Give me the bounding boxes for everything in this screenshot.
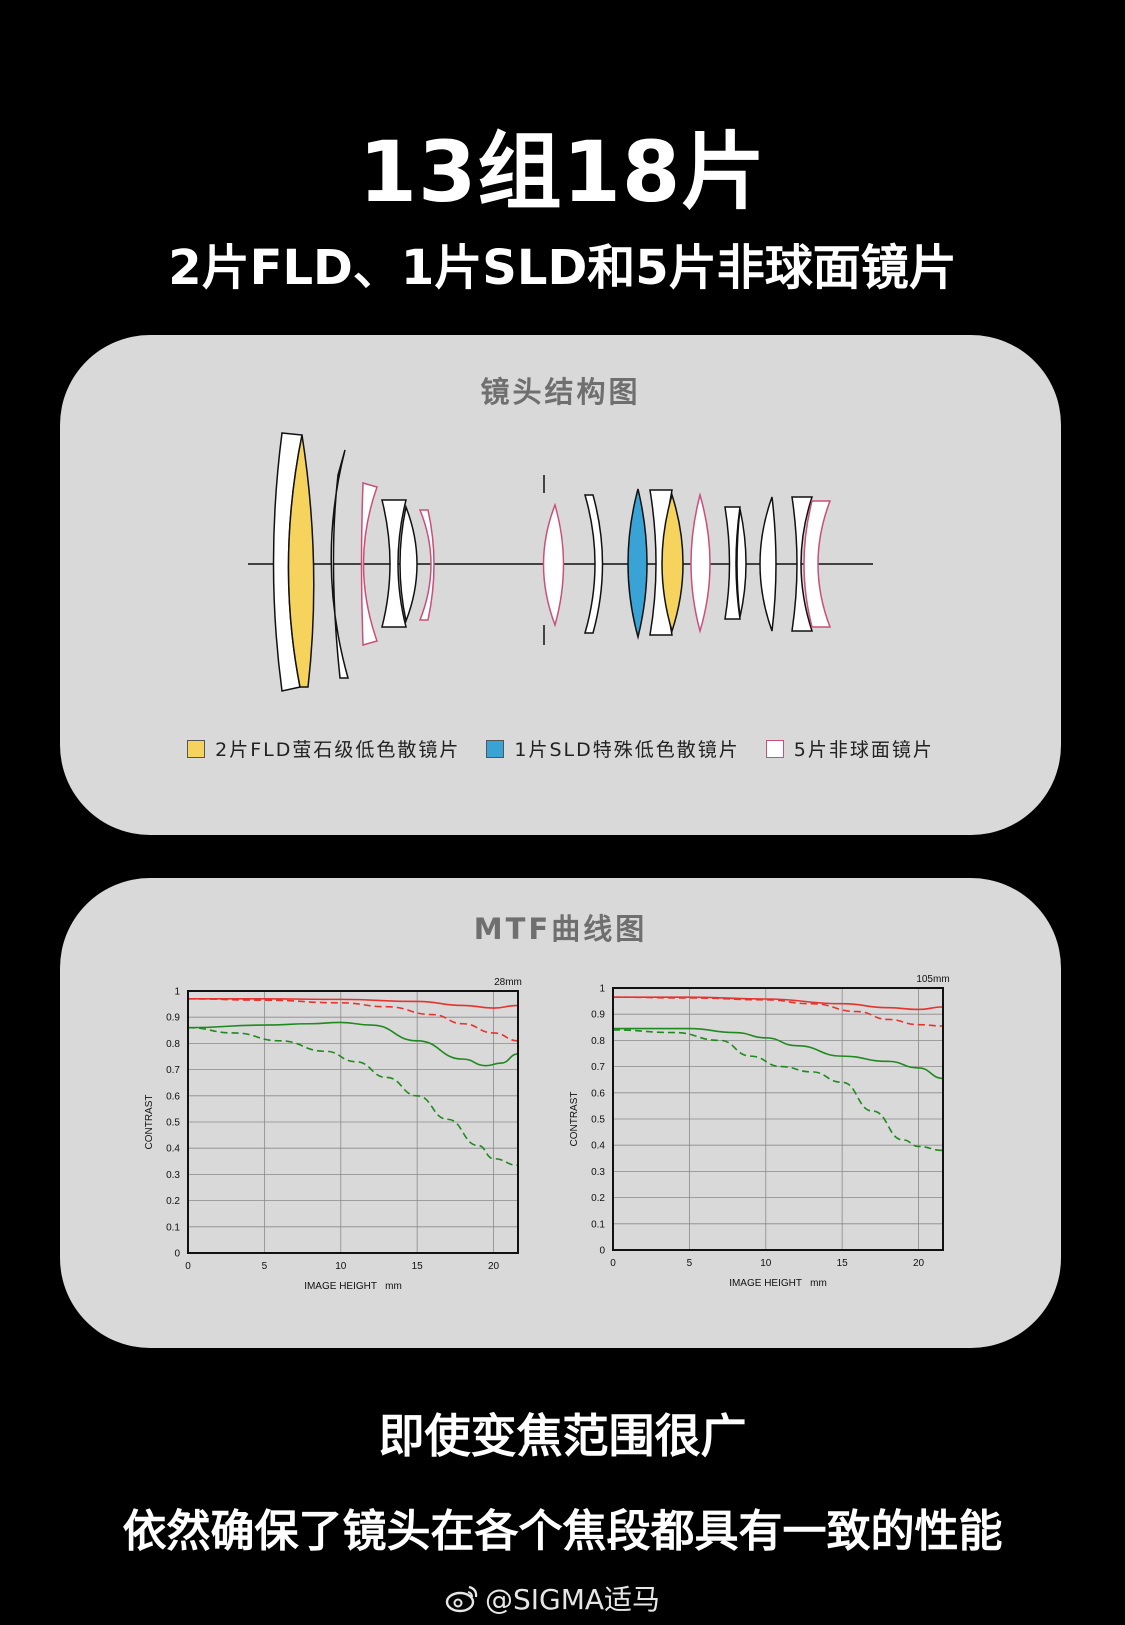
- y-tick-label: 0.8: [166, 1039, 180, 1050]
- mtf-series-2: [187, 1021, 519, 1067]
- y-tick-label: 0.4: [166, 1144, 180, 1155]
- y-tick-label: 0.5: [166, 1118, 180, 1129]
- x-tick-label: 15: [412, 1261, 424, 1272]
- y-tick-label: 1: [599, 984, 605, 995]
- page-title: 13组18片: [358, 123, 767, 221]
- y-tick-label: 0.3: [591, 1167, 605, 1178]
- lens-element-asph-3: [542, 502, 565, 628]
- legend-swatch-sld: [486, 739, 505, 758]
- y-tick-label: 0: [599, 1246, 605, 1257]
- lens-element-4: [399, 504, 418, 624]
- y-tick-label: 0.3: [166, 1170, 180, 1181]
- footer-line-2: 依然确保了镜头在各个焦段都具有一致的性能: [122, 1506, 1003, 1557]
- lens-element-fld-2: [661, 492, 684, 634]
- x-tick-label: 15: [837, 1258, 849, 1269]
- y-tick-label: 0.9: [591, 1010, 605, 1021]
- lens-legend: 2片FLD萤石级低色散镜片 1片SLD特殊低色散镜片 5片非球面镜片: [60, 735, 1061, 762]
- mtf-series-2: [613, 1027, 944, 1080]
- y-tick-label: 0.7: [591, 1062, 605, 1073]
- lens-element-sld: [627, 488, 648, 640]
- legend-swatch-aspherical: [765, 739, 784, 758]
- mtf-series-0: [187, 998, 519, 1009]
- mtf-panel-title: MTF曲线图: [473, 912, 648, 946]
- focal-length-label: 105mm: [916, 974, 949, 985]
- lens-element-asph-5: [803, 500, 832, 628]
- x-tick-label: 20: [488, 1261, 500, 1272]
- y-tick-label: 0.8: [591, 1036, 605, 1047]
- legend-item-fld: 2片FLD萤石级低色散镜片: [187, 735, 460, 762]
- x-tick-label: 5: [262, 1261, 268, 1272]
- lens-element-10: [791, 496, 814, 632]
- plot-frame: [187, 990, 519, 1254]
- legend-label-sld: 1片SLD特殊低色散镜片: [514, 739, 740, 761]
- x-tick-label: 0: [185, 1261, 191, 1272]
- x-tick-label: 10: [760, 1258, 772, 1269]
- mtf-series-3: [187, 1026, 519, 1167]
- x-tick-label: 20: [913, 1258, 925, 1269]
- legend-swatch-fld: [187, 739, 206, 758]
- legend-label-aspherical: 5片非球面镜片: [793, 739, 934, 761]
- x-axis-label: IMAGE HEIGHT mm: [729, 1278, 827, 1289]
- y-tick-label: 0.4: [591, 1141, 605, 1152]
- y-tick-label: 0.7: [166, 1065, 180, 1076]
- x-tick-label: 5: [687, 1258, 693, 1269]
- x-tick-label: 0: [610, 1258, 616, 1269]
- y-tick-label: 0.1: [166, 1222, 180, 1233]
- mtf-series-0: [613, 996, 944, 1011]
- x-axis-label: IMAGE HEIGHT mm: [304, 1281, 402, 1292]
- y-axis-label: CONTRAST: [569, 1092, 580, 1147]
- y-tick-label: 0.6: [591, 1088, 605, 1099]
- lens-element-asph-2: [418, 509, 435, 621]
- lens-element-3: [381, 499, 407, 628]
- y-tick-label: 0: [174, 1249, 180, 1260]
- lens-element-fld-1: [287, 434, 315, 688]
- weibo-icon: [445, 1585, 478, 1613]
- y-tick-label: 0.9: [166, 1013, 180, 1024]
- lens-element-asph-1: [360, 482, 378, 646]
- y-tick-label: 1: [174, 987, 180, 998]
- watermark-text: @SIGMA适马: [485, 1583, 661, 1616]
- legend-item-aspherical: 5片非球面镜片: [765, 735, 934, 762]
- lens-element-2: [330, 449, 349, 679]
- focal-length-label: 28mm: [494, 977, 522, 988]
- page-subtitle: 2片FLD、1片SLD和5片非球面镜片: [168, 240, 957, 296]
- watermark: @SIGMA适马: [445, 1578, 660, 1618]
- y-axis-label: CONTRAST: [144, 1095, 155, 1150]
- y-tick-label: 0.2: [591, 1193, 605, 1204]
- lens-element-8: [736, 508, 747, 618]
- mtf-series-1: [612, 996, 944, 1027]
- legend-item-sld: 1片SLD特殊低色散镜片: [486, 735, 739, 762]
- plot-frame: [612, 987, 944, 1251]
- lens-structure-panel: 镜头结构图 2片FLD萤石级低色散镜片 1片SLD: [60, 335, 1061, 835]
- mtf-chart-105mm: 00.10.20.30.40.50.60.70.80.910 5 10 15 20105…: [569, 974, 950, 1289]
- x-tick-label: 10: [335, 1261, 347, 1272]
- lens-panel-title: 镜头结构图: [480, 375, 641, 409]
- y-tick-label: 0.6: [166, 1091, 180, 1102]
- lens-element-asph-4: [690, 492, 711, 634]
- lens-element-9: [759, 496, 777, 632]
- footer-line-1: 即使变焦范围很广: [378, 1409, 747, 1463]
- lens-diagram: [248, 432, 873, 692]
- mtf-panel: MTF曲线图 0 0.1 0.2 0.3 0.4 0.5 0.6 0.7 0.8 0.9 1 0 5 10…: [60, 878, 1061, 1348]
- mtf-chart-28mm: 00.10.20.30.40.50.60.70.80.910 5 10 15 2028m…: [144, 977, 522, 1292]
- y-tick-label: 0.1: [591, 1219, 605, 1230]
- mtf-series-3: [612, 1029, 944, 1152]
- y-tick-label: 0.5: [591, 1115, 605, 1126]
- y-tick-label: 0.2: [166, 1196, 180, 1207]
- legend-label-fld: 2片FLD萤石级低色散镜片: [215, 739, 461, 761]
- lens-element-5: [584, 494, 604, 634]
- lens-element-7: [724, 506, 741, 620]
